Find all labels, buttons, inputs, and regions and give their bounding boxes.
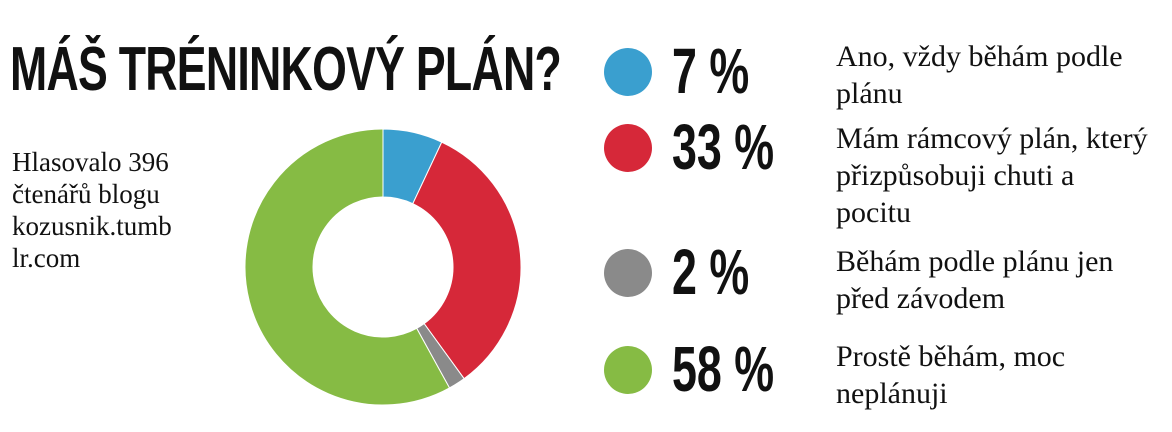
legend-label: Běhám podle plánu jen před závodem bbox=[836, 245, 1114, 315]
chart-title: MÁŠ TRÉNINKOVÝ PLÁN? bbox=[10, 35, 562, 104]
slice bbox=[244, 128, 451, 406]
legend-label: Ano, vždy běhám podle plánu bbox=[836, 40, 1123, 110]
value-label: 58 % bbox=[672, 333, 775, 405]
legend-swatch bbox=[604, 48, 652, 96]
chart-subtitle: Hlasovalo 396 čtenářů blogu kozusnik.tum… bbox=[12, 147, 172, 273]
legend-label: Prostě běhám, moc neplánuji bbox=[836, 340, 1066, 410]
legend-label: Mám rámcový plán, který přizpůsobuji chu… bbox=[836, 122, 1148, 229]
slice bbox=[412, 141, 522, 380]
legend-swatch bbox=[604, 124, 652, 172]
value-label: 33 % bbox=[672, 111, 775, 183]
value-label: 2 % bbox=[672, 236, 750, 308]
legend-swatch bbox=[604, 249, 652, 297]
legend-swatch bbox=[604, 346, 652, 394]
value-label: 7 % bbox=[672, 35, 750, 107]
